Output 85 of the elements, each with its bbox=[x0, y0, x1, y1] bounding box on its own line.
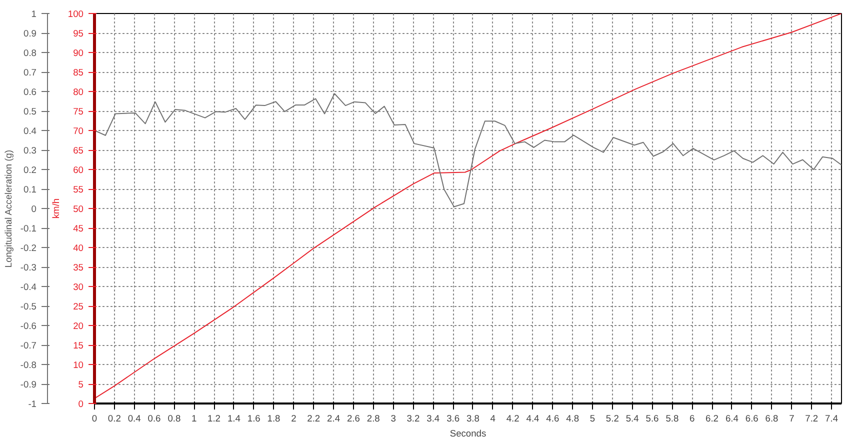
y2-tick-label: 1 bbox=[31, 9, 37, 19]
y2-tick-label: -0.9 bbox=[20, 380, 37, 390]
y2-tick-label: 0.3 bbox=[24, 146, 36, 156]
x-tick-label: 0.6 bbox=[148, 414, 161, 424]
x-tick-label: 6.2 bbox=[706, 414, 719, 424]
y2-tick-label: 0.1 bbox=[24, 184, 36, 194]
y-tick-label: 10 bbox=[73, 360, 84, 370]
x-tick-label: 3 bbox=[390, 414, 396, 424]
y2-tick-label: 0.2 bbox=[24, 165, 36, 175]
x-tick-label: 1.4 bbox=[227, 414, 240, 424]
y2-tick-label: -0.5 bbox=[20, 302, 37, 312]
y2-tick-label: -0.6 bbox=[20, 321, 37, 331]
y-tick-label: 75 bbox=[73, 106, 84, 116]
y-tick-label: 50 bbox=[73, 204, 84, 214]
x-tick-label: 5.2 bbox=[606, 414, 619, 424]
y-tick-label: 15 bbox=[73, 340, 84, 350]
x-tick-label: 6.8 bbox=[765, 414, 778, 424]
y-tick-label: 40 bbox=[73, 243, 84, 253]
y2-tick-label: -0.4 bbox=[20, 282, 37, 292]
x-tick-label: 4 bbox=[490, 414, 496, 424]
x-tick-label: 6.6 bbox=[745, 414, 758, 424]
x-tick-label: 3.6 bbox=[446, 414, 460, 424]
y2-tick-label: -0.3 bbox=[20, 262, 37, 272]
y2-tick-label: 0 bbox=[31, 204, 37, 214]
x-tick-label: 0 bbox=[92, 414, 98, 424]
line-series bbox=[94, 14, 842, 399]
y-tick-label: 90 bbox=[73, 48, 84, 58]
y2-tick-label: -1 bbox=[28, 399, 37, 409]
y-tick-label: 60 bbox=[73, 165, 84, 175]
x-tick-label: 2.8 bbox=[366, 414, 380, 424]
y2-tick-label: -0.1 bbox=[20, 224, 37, 234]
y-tick-label: 100 bbox=[68, 9, 84, 19]
line-series bbox=[94, 93, 842, 208]
y2-tick-label: 0.5 bbox=[24, 106, 36, 116]
y-tick-label: 25 bbox=[73, 302, 84, 312]
y2-tick-label: -0.8 bbox=[20, 360, 37, 370]
x-tick-label: 5.6 bbox=[646, 414, 659, 424]
x-tick-label: 1.2 bbox=[208, 414, 221, 424]
x-tick-label: 2.2 bbox=[307, 414, 320, 424]
y-tick-label: 5 bbox=[78, 380, 84, 390]
x-axis-title: Seconds bbox=[450, 428, 486, 438]
x-tick-label: 0.8 bbox=[168, 414, 181, 424]
y-tick-label: 45 bbox=[73, 224, 84, 234]
x-tick-label: 2 bbox=[291, 414, 296, 424]
x-tick-label: 7 bbox=[789, 414, 794, 424]
y-tick-label: 0 bbox=[78, 399, 84, 409]
x-tick-label: 2.6 bbox=[346, 414, 360, 424]
y2-tick-label: 0.6 bbox=[24, 87, 36, 97]
x-tick-label: 3.2 bbox=[406, 414, 420, 424]
y2-tick-label: -0.2 bbox=[20, 243, 37, 253]
y-tick-label: 70 bbox=[73, 126, 84, 136]
y2-axis-title: Longitudinal Acceleration (g) bbox=[3, 150, 14, 268]
y-tick-label: 55 bbox=[73, 184, 84, 194]
y-tick-label: 95 bbox=[73, 28, 84, 38]
x-tick-label: 7.2 bbox=[805, 414, 818, 424]
y2-tick-label: 0.7 bbox=[24, 68, 36, 78]
y-tick-label: 35 bbox=[73, 262, 84, 272]
y2-tick-label: 0.9 bbox=[24, 28, 36, 38]
x-tick-label: 4.6 bbox=[546, 414, 560, 424]
x-tick-label: 4.4 bbox=[526, 414, 540, 424]
y-tick-label: 80 bbox=[73, 87, 84, 97]
x-tick-label: 3.8 bbox=[466, 414, 480, 424]
x-tick-label: 4.8 bbox=[566, 414, 580, 424]
x-tick-label: 5 bbox=[590, 414, 596, 424]
y2-tick-label: 0.8 bbox=[24, 48, 36, 58]
x-tick-label: 6 bbox=[690, 414, 695, 424]
y-tick-label: 20 bbox=[73, 321, 84, 331]
x-tick-label: 0.2 bbox=[108, 414, 121, 424]
x-tick-label: 4.2 bbox=[506, 414, 520, 424]
x-tick-label: 3.4 bbox=[426, 414, 440, 424]
y-axis-title: km/h bbox=[50, 198, 61, 219]
y2-tick-label: 0.4 bbox=[24, 126, 36, 136]
x-tick-label: 1.8 bbox=[267, 414, 280, 424]
x-tick-label: 1 bbox=[192, 414, 197, 424]
x-tick-label: 0.4 bbox=[128, 414, 141, 424]
x-tick-label: 5.8 bbox=[666, 414, 679, 424]
x-tick-label: 7.4 bbox=[825, 414, 838, 424]
x-tick-label: 1.6 bbox=[247, 414, 260, 424]
y-tick-label: 65 bbox=[73, 146, 84, 156]
y-tick-label: 85 bbox=[73, 68, 84, 78]
x-tick-label: 5.4 bbox=[626, 414, 639, 424]
x-tick-label: 6.4 bbox=[725, 414, 738, 424]
x-tick-label: 2.4 bbox=[327, 414, 340, 424]
y2-tick-label: -0.7 bbox=[20, 340, 37, 350]
y-tick-label: 30 bbox=[73, 282, 84, 292]
